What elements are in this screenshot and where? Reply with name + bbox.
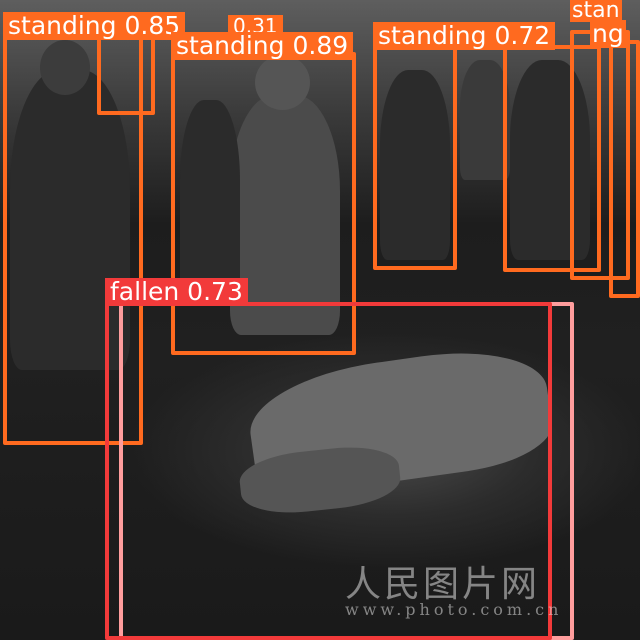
person-head (255, 55, 310, 110)
crowd-person (460, 60, 510, 180)
detection-label: standing 0.85 (3, 12, 186, 40)
detection-label: stan (570, 0, 622, 23)
crowd-person (10, 70, 130, 370)
detection-label: ng (590, 19, 626, 48)
watermark-url: www.photo.com.cn (345, 600, 563, 619)
crowd-person (180, 100, 240, 300)
detection-box-standing-7 (609, 40, 640, 298)
crowd-person (380, 70, 450, 260)
detection-box-standing-2 (97, 35, 155, 115)
detection-label: standing 0.89 (171, 32, 354, 60)
crowd-person (230, 95, 340, 335)
detection-label: fallen 0.73 (105, 278, 248, 306)
detection-label: 0.31 (228, 15, 283, 37)
person-head (40, 40, 90, 95)
detection-box-fallen (105, 302, 552, 640)
detection-label: standing 0.72 (373, 22, 556, 50)
crowd-person (510, 60, 590, 260)
watermark-logo: 人民图片网 (345, 564, 541, 605)
detection-box-standing-4 (373, 45, 457, 270)
